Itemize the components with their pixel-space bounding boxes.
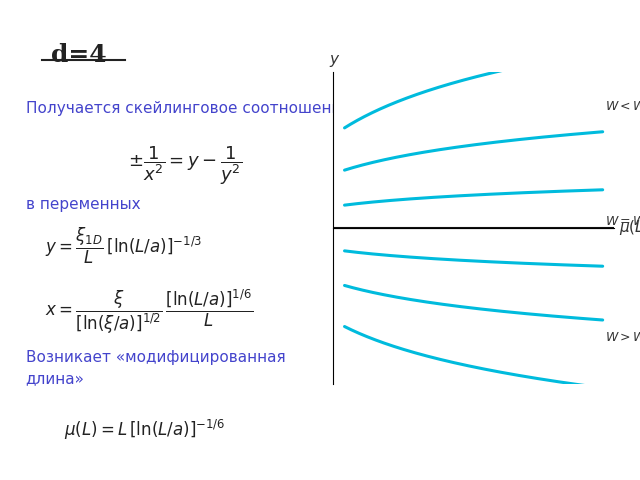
Text: Получается скейлинговое соотношение: Получается скейлинговое соотношение xyxy=(26,101,351,116)
Text: $W < W_c$: $W < W_c$ xyxy=(605,100,640,115)
Text: $\mu(L) = L\,[\ln(L/a)]^{-1/6}$: $\mu(L) = L\,[\ln(L/a)]^{-1/6}$ xyxy=(64,418,225,442)
Text: d=4: d=4 xyxy=(51,43,107,67)
Text: $x = \dfrac{\xi}{[\ln(\xi/a)]^{1/2}}\,\dfrac{[\ln(L/a)]^{1/6}}{L}$: $x = \dfrac{\xi}{[\ln(\xi/a)]^{1/2}}\,\d… xyxy=(45,288,253,336)
Text: $\mu(L)$: $\mu(L)$ xyxy=(619,218,640,238)
Text: $y = \dfrac{\xi_{1D}}{L}\,[\ln(L/a)]^{-1/3}$: $y = \dfrac{\xi_{1D}}{L}\,[\ln(L/a)]^{-1… xyxy=(45,226,202,266)
Text: $W > W_c$: $W > W_c$ xyxy=(605,331,640,346)
Text: $W = W_c$: $W = W_c$ xyxy=(605,215,640,230)
Text: в переменных: в переменных xyxy=(26,197,140,212)
Text: $\pm\dfrac{1}{x^2} = y - \dfrac{1}{y^2}$: $\pm\dfrac{1}{x^2} = y - \dfrac{1}{y^2}$ xyxy=(128,144,242,187)
Text: $y$: $y$ xyxy=(330,53,341,69)
Text: Возникает «модифицированная
длина»: Возникает «модифицированная длина» xyxy=(26,350,285,386)
